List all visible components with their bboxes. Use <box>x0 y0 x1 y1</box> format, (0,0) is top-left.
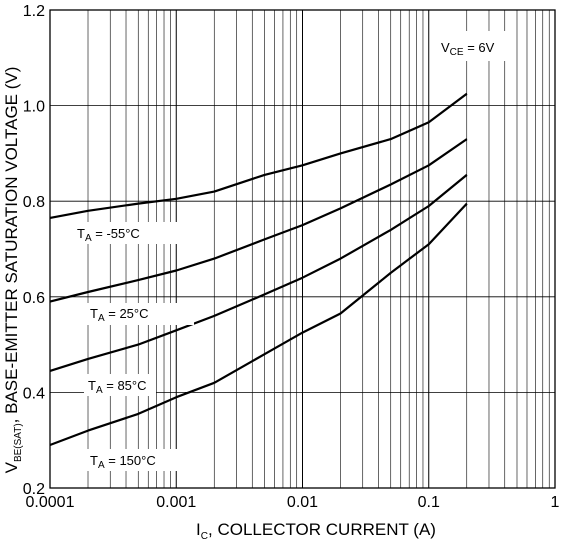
y-tick-label: 1.0 <box>23 99 45 116</box>
series-line-0 <box>49 92 468 219</box>
y-tick-label: 0.6 <box>23 290 45 307</box>
series-label-bg-3 <box>84 449 180 471</box>
x-tick-label: 0.01 <box>287 494 318 511</box>
x-tick-label: 1 <box>551 494 560 511</box>
series-label-150: TA = 150°C <box>90 453 156 471</box>
series-line-2 <box>49 174 468 372</box>
series-line-1 <box>49 138 468 303</box>
x-axis-label: IC, COLLECTOR CURRENT (A) <box>196 520 436 541</box>
series-line-3 <box>49 202 468 447</box>
grid <box>49 9 555 489</box>
x-tick-label: 0.0001 <box>26 494 75 511</box>
plot-frame <box>49 9 556 489</box>
series-label-minus55: TA = -55°C <box>77 226 140 244</box>
series-label-25: TA = 25°C <box>90 306 149 324</box>
annotation-background <box>434 31 508 61</box>
y-tick-label: 0.4 <box>23 385 45 402</box>
y-axis-label: VBE(SAT), BASE-EMITTER SATURATION VOLTAG… <box>2 67 24 474</box>
x-tick-label: 0.1 <box>418 494 440 511</box>
series-label-85: TA = 85°C <box>88 378 147 396</box>
series-label-bg-1 <box>84 303 194 325</box>
y-tick-label: 0.8 <box>23 194 45 211</box>
y-tick-label: 0.2 <box>23 481 45 498</box>
annotation-vce: VCE = 6V <box>441 40 495 58</box>
y-tick-labels: 0.2 0.4 0.6 0.8 1.0 1.2 <box>23 3 45 498</box>
x-tick-labels: 0.0001 0.001 0.01 0.1 1 <box>26 494 560 511</box>
series-label-bg-0 <box>74 222 184 244</box>
series-lines <box>49 92 468 447</box>
y-tick-label: 1.2 <box>23 3 45 20</box>
x-tick-label: 0.001 <box>156 494 196 511</box>
series-label-bg-2 <box>84 374 156 396</box>
